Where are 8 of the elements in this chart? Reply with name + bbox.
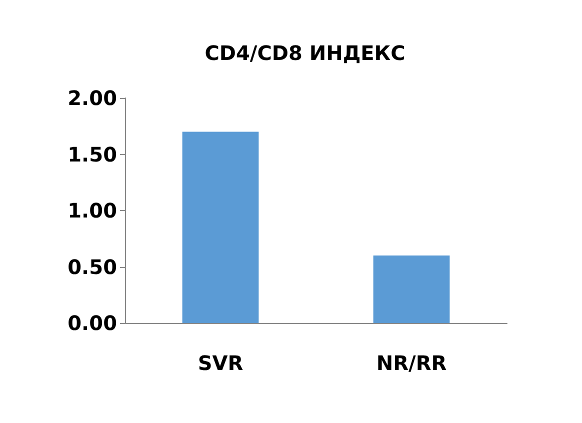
y-tick-label: 2.00: [68, 86, 117, 110]
y-tick-label: 1.50: [68, 142, 117, 166]
y-tick-label: 0.50: [68, 254, 117, 279]
y-tick-label: 0.00: [68, 311, 117, 335]
y-tick-label: 1.00: [68, 198, 117, 222]
x-tick-label: SVR: [198, 351, 244, 375]
x-tick-label: NR/RR: [376, 351, 447, 375]
chart-title: CD4/CD8 ИНДЕКС: [204, 41, 406, 65]
